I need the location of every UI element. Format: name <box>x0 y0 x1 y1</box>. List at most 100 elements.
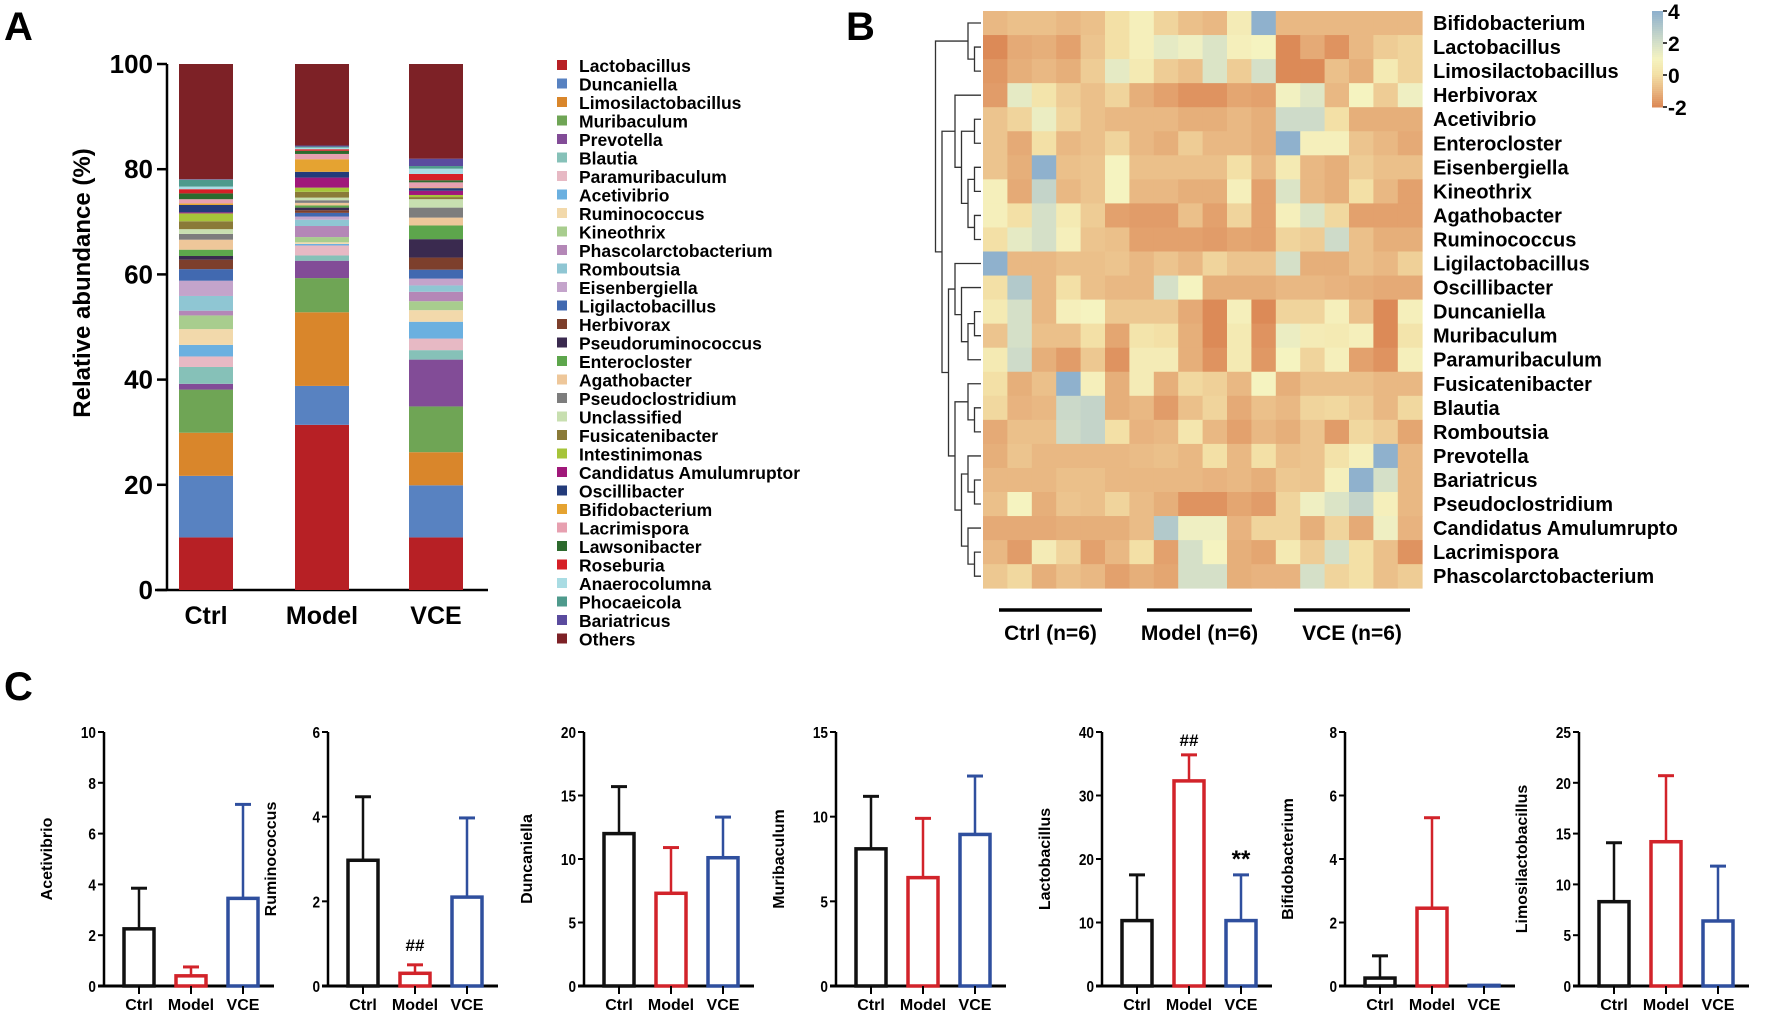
heatmap-cell <box>1349 443 1374 469</box>
heatmap-cell <box>1153 131 1179 156</box>
heatmap-cell <box>1056 251 1081 276</box>
heatmap-cell <box>1251 395 1277 421</box>
x-tick-label: Model <box>900 997 946 1014</box>
heatmap-cell <box>1300 299 1325 325</box>
heatmap-cell <box>1153 419 1179 445</box>
colorbar-segment <box>1652 67 1663 70</box>
x-tick-label: Model <box>1166 997 1212 1014</box>
heatmap-cell <box>1129 395 1155 421</box>
heatmap-cell <box>1397 371 1423 397</box>
heatmap-cell <box>1202 35 1228 60</box>
y-tick-label: 20 <box>124 470 153 500</box>
legend-label: Muribaculum <box>579 112 688 132</box>
x-tick-label: Model <box>648 997 694 1014</box>
heatmap-cell <box>1300 564 1325 589</box>
heatmap-cell <box>1251 299 1277 325</box>
colorbar-segment <box>1652 101 1663 104</box>
colorbar-segment <box>1652 79 1663 82</box>
heatmap-cell <box>1080 492 1106 517</box>
bar-segment-pseudoruminococcus <box>295 207 349 211</box>
bar-ctrl <box>346 858 380 988</box>
heatmap-cell <box>1349 35 1374 60</box>
x-tick-label: Model <box>1409 997 1455 1014</box>
heatmap-cell <box>1007 492 1033 517</box>
heatmap-cell <box>983 83 1008 108</box>
heatmap-cell <box>1056 516 1081 541</box>
heatmap-cell <box>1153 59 1179 84</box>
heatmap-cell <box>1105 155 1130 180</box>
y-tick-label: 10 <box>813 810 828 827</box>
heatmap-cell <box>1178 275 1203 300</box>
heatmap-cell <box>1349 179 1374 204</box>
heatmap-cell <box>983 251 1008 276</box>
legend-label: Lactobacillus <box>579 56 691 76</box>
bar-segment-acetivibrio <box>295 243 349 246</box>
bar-segment-herbivorax <box>179 259 233 270</box>
heatmap-cell <box>1227 35 1252 60</box>
heatmap-cell <box>1397 419 1423 445</box>
heatmap-cell <box>1007 516 1033 541</box>
heatmap-cell <box>1178 323 1203 349</box>
heatmap-cell <box>1105 83 1130 108</box>
heatmap-cell <box>1129 155 1155 180</box>
bar-segment-others <box>179 64 233 180</box>
bar-segment-unclassified <box>409 199 463 208</box>
heatmap-cell <box>1129 347 1155 373</box>
heatmap-cell <box>1007 11 1033 36</box>
heatmap-cell <box>1397 347 1423 373</box>
heatmap-cell <box>983 323 1008 349</box>
heatmap-cell <box>1227 131 1252 156</box>
heatmap-cell <box>1300 540 1325 565</box>
heatmap-cell <box>1202 251 1228 276</box>
bar-segment-phocaeicola <box>179 179 233 187</box>
heatmap-cell <box>1056 443 1081 469</box>
heatmap-cell <box>1080 107 1106 132</box>
heatmap-cell <box>1056 203 1081 228</box>
heatmap-cell <box>1105 299 1130 325</box>
bar-segment-pseudoruminococcus <box>409 239 463 258</box>
heatmap-cell <box>1153 371 1179 397</box>
heatmap-cell <box>1202 371 1228 397</box>
colorbar-segment <box>1652 71 1663 74</box>
heatmap-cell <box>1373 371 1399 397</box>
legend-swatch <box>557 448 567 459</box>
heatmap-cell <box>1105 443 1130 469</box>
heatmap-cell <box>1349 371 1374 397</box>
colorbar-segment <box>1652 33 1663 36</box>
heatmap-cell <box>1251 35 1277 60</box>
heatmap-cell <box>1080 540 1106 565</box>
bar-segment-lacrimispora <box>409 182 463 188</box>
heatmap-cell <box>1056 107 1081 132</box>
legend-swatch <box>557 522 567 533</box>
heatmap-cell <box>1056 323 1081 349</box>
heatmap-cell <box>1275 467 1301 493</box>
heatmap-cell <box>1349 11 1374 36</box>
heatmap-cell <box>1373 155 1399 180</box>
heatmap-cell <box>1300 347 1325 373</box>
bar-model <box>906 875 940 988</box>
colorbar-segment <box>1652 17 1663 20</box>
colorbar-segment <box>1652 59 1663 62</box>
y-tick-label: 25 <box>1556 725 1571 742</box>
row-label: Candidatus Amulumrupto <box>1433 518 1678 540</box>
heatmap-cell <box>1227 59 1252 84</box>
heatmap-cell <box>1397 323 1423 349</box>
heatmap-cell <box>1153 540 1179 565</box>
colorbar-segment <box>1652 105 1663 108</box>
x-tick-label: VCE <box>707 997 740 1014</box>
bar-segment-pseudoclostridium <box>295 200 349 203</box>
heatmap-cell <box>1129 275 1155 300</box>
heatmap-cell <box>1129 516 1155 541</box>
legend-label: Ruminococcus <box>579 204 705 224</box>
heatmap-cell <box>1324 155 1350 180</box>
heatmap-cell <box>1153 227 1179 252</box>
bar-model <box>1415 906 1449 988</box>
heatmap-cell <box>1202 467 1228 493</box>
heatmap-cell <box>1349 107 1374 132</box>
heatmap-cell <box>1153 107 1179 132</box>
y-axis-title: Muribaculum <box>771 809 788 909</box>
y-axis-title: Limosilactobacillus <box>1514 785 1531 934</box>
colorbar-segment <box>1652 63 1663 66</box>
heatmap-cell <box>1178 467 1203 493</box>
heatmap-cell <box>1300 323 1325 349</box>
